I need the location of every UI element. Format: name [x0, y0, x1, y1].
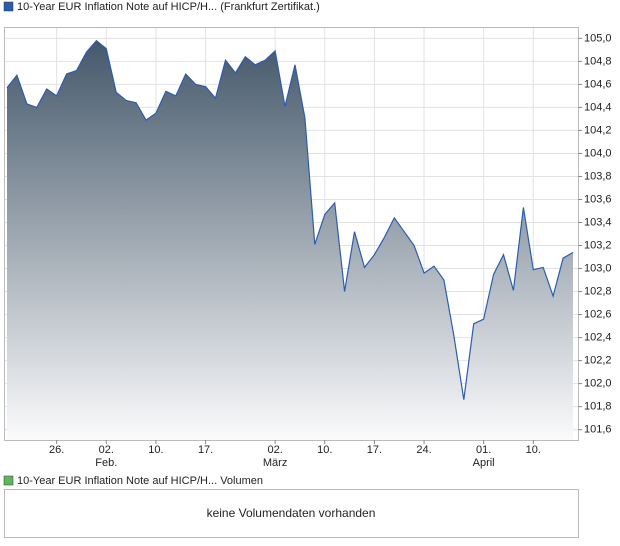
x-month-label: Feb.	[95, 457, 117, 469]
x-tick-label: 26.	[49, 444, 64, 456]
x-tick-label: 01.	[476, 444, 491, 456]
x-tick-label: 02.	[99, 444, 114, 456]
x-tick-label: 02.	[267, 444, 282, 456]
x-tick-label: 17.	[198, 444, 213, 456]
y-tick-label: 103,0	[584, 262, 612, 274]
y-tick-label: 102,2	[584, 354, 612, 366]
y-tick-label: 104,6	[584, 78, 612, 90]
y-tick-label: 101,8	[584, 401, 612, 413]
x-month-label: April	[473, 457, 495, 469]
legend-label: 10-Year EUR Inflation Note auf HICP/H...…	[17, 1, 320, 13]
y-tick-label: 101,6	[584, 424, 612, 436]
area-fill	[7, 40, 573, 440]
x-tick-label: 10.	[148, 444, 163, 456]
y-tick-label: 102,6	[584, 308, 612, 320]
y-tick-label: 104,8	[584, 55, 612, 67]
volume-message: keine Volumendaten vorhanden	[207, 506, 376, 520]
line	[6, 39, 574, 400]
x-tick-label: 24.	[416, 444, 431, 456]
volume-legend-label: 10-Year EUR Inflation Note auf HICP/H...…	[17, 475, 263, 487]
plot-frame	[4, 27, 579, 441]
volume-frame	[4, 489, 579, 538]
y-tick-label: 103,6	[584, 193, 612, 205]
x-tick-label: 17.	[367, 444, 382, 456]
y-tick-label: 103,8	[584, 170, 612, 182]
y-tick-label: 102,4	[584, 331, 612, 343]
y-tick-label: 104,4	[584, 101, 612, 113]
volume-legend-swatch	[3, 475, 14, 486]
x-tick-label: 10.	[317, 444, 332, 456]
y-tick-label: 105,0	[584, 32, 612, 44]
x-month-label: März	[263, 457, 287, 469]
y-tick-label: 104,2	[584, 124, 612, 136]
legend-swatch	[3, 1, 14, 12]
y-tick-label: 102,0	[584, 378, 612, 390]
y-tick-label: 103,2	[584, 239, 612, 251]
y-tick-label: 102,8	[584, 285, 612, 297]
y-tick-label: 103,4	[584, 216, 612, 228]
y-tick-label: 104,0	[584, 147, 612, 159]
x-tick-label: 10.	[526, 444, 541, 456]
